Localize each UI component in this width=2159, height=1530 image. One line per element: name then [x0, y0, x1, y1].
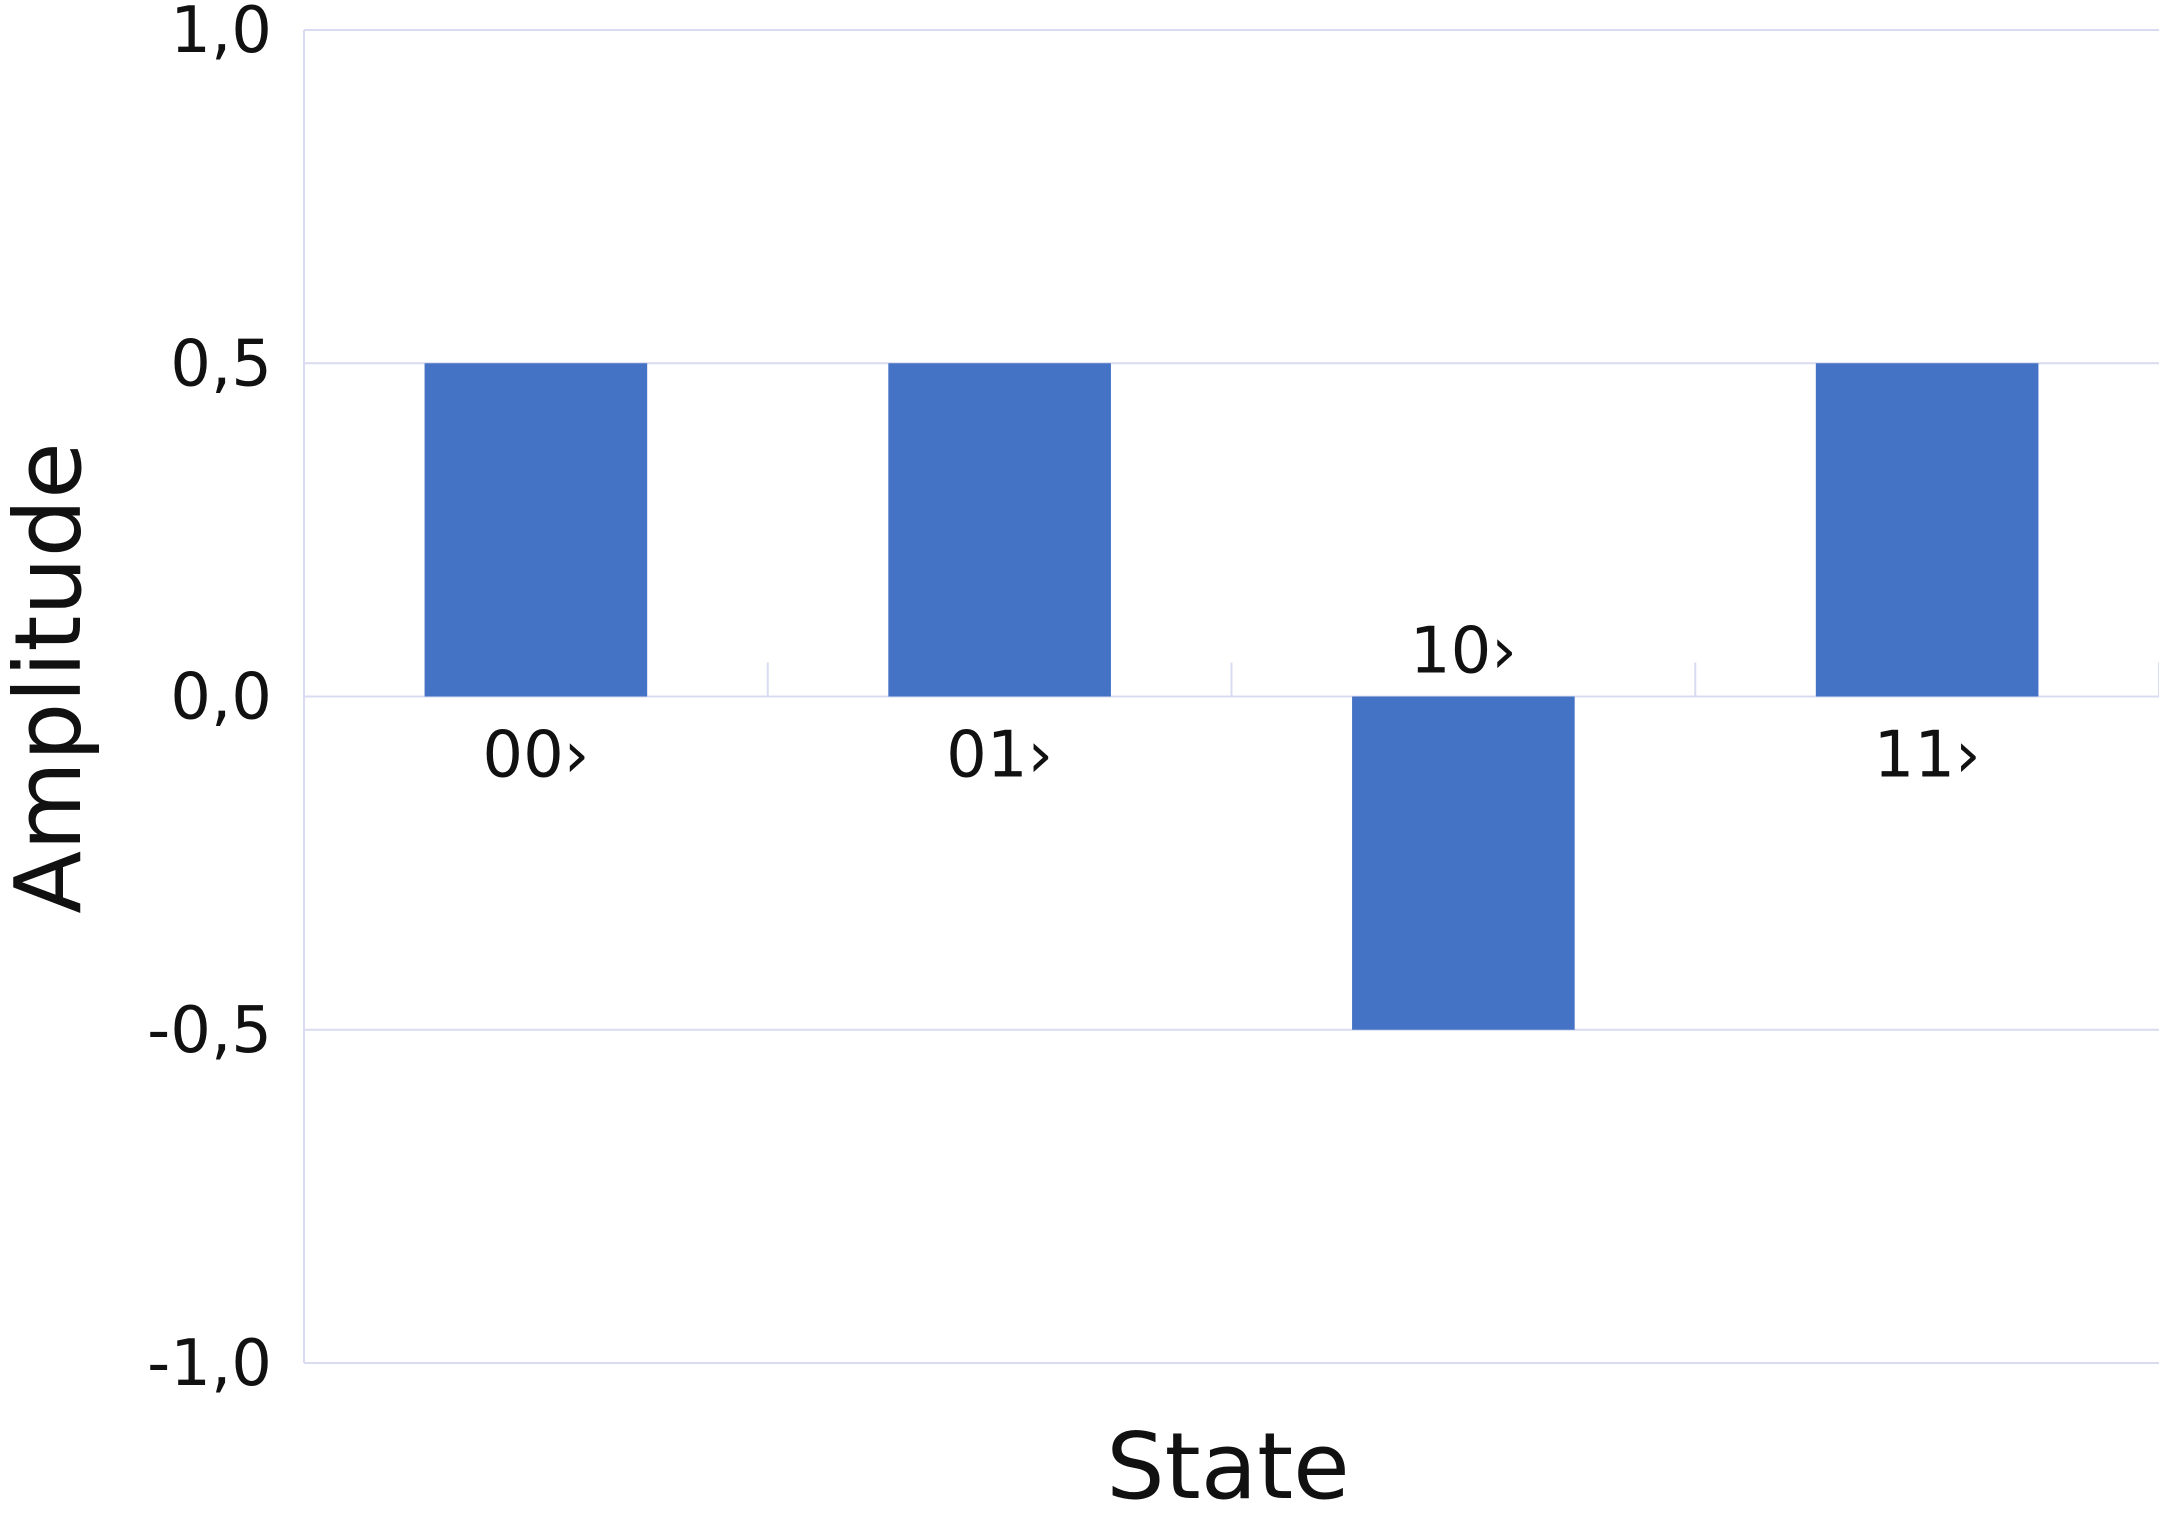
bar-3 — [1815, 363, 2039, 697]
bar-0 — [424, 363, 648, 697]
y-axis-ticks: 1,0 0,5 0,0 -0,5 -1,0 — [147, 0, 272, 1401]
y-axis-title: Amplitude — [0, 442, 102, 913]
category-label: 10› — [1410, 615, 1517, 689]
y-tick-label: 0,5 — [170, 327, 272, 401]
y-tick-label: -0,5 — [147, 994, 272, 1068]
x-axis-categories: 00› 01› 10› 11› — [482, 615, 1980, 793]
bars — [424, 363, 2039, 1030]
category-label: 01› — [946, 719, 1053, 793]
y-tick-label: 0,0 — [170, 661, 272, 735]
y-tick-label: -1,0 — [147, 1327, 272, 1401]
bar-2 — [1352, 696, 1575, 1030]
bar-1 — [888, 363, 1111, 697]
category-label: 00› — [482, 719, 589, 793]
y-tick-label: 1,0 — [170, 0, 272, 68]
category-label: 11› — [1874, 719, 1981, 793]
x-axis-title: State — [1106, 1413, 1350, 1520]
